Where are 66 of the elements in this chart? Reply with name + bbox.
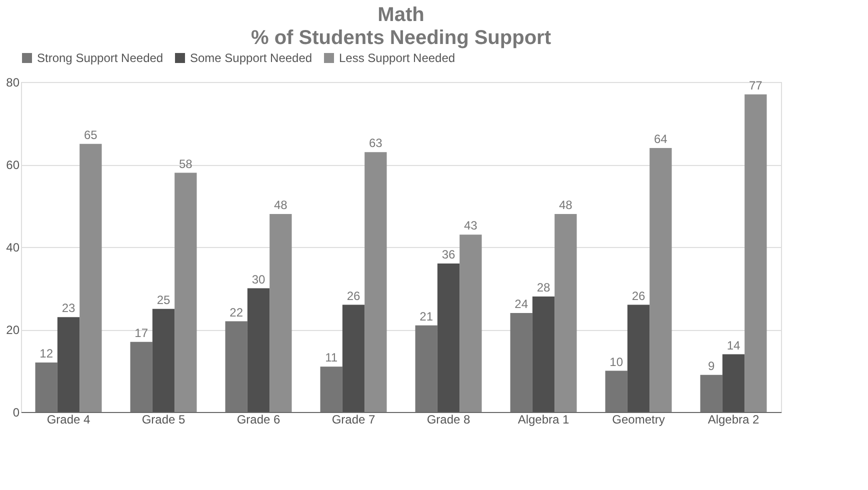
bar: [247, 288, 270, 412]
data-label: 43: [464, 218, 478, 233]
legend-label: Less Support Needed: [339, 51, 456, 65]
bar: [415, 325, 438, 412]
data-label: 21: [420, 309, 434, 324]
bar: [532, 296, 555, 412]
y-tick-label: 60: [6, 158, 20, 172]
bar: [460, 234, 482, 412]
bar: [152, 308, 175, 412]
data-label: 64: [654, 132, 668, 146]
data-label: 26: [632, 288, 646, 303]
y-tick-label: 0: [12, 406, 20, 420]
bar: [700, 374, 722, 412]
data-label: 25: [156, 292, 170, 307]
bar: [554, 214, 577, 412]
data-label: 26: [346, 288, 360, 303]
bar: [270, 214, 292, 412]
chart-title: Math: [378, 4, 424, 26]
bar: [80, 144, 102, 412]
data-label: 12: [40, 346, 54, 360]
bar: [605, 370, 628, 412]
x-tick-label: Grade 5: [142, 412, 186, 426]
data-label: 11: [325, 350, 338, 365]
bar: [510, 313, 532, 412]
data-label: 48: [274, 198, 288, 212]
y-tick-label: 80: [6, 76, 20, 90]
bar: [650, 148, 672, 412]
x-tick-label: Grade 7: [332, 412, 376, 426]
data-label: 14: [726, 338, 740, 352]
bar: [35, 362, 58, 412]
data-label: 63: [368, 136, 383, 150]
data-label: 65: [84, 128, 98, 142]
bar: [722, 354, 745, 412]
x-tick-label: Geometry: [612, 412, 665, 426]
bar: [364, 152, 387, 412]
chart-subtitle: % of Students Needing Support: [251, 27, 552, 49]
x-tick-label: Algebra 1: [518, 412, 570, 426]
data-label: 48: [558, 198, 573, 212]
data-label: 22: [230, 305, 244, 320]
data-label: 30: [252, 272, 266, 286]
bar: [174, 172, 197, 412]
data-label: 9: [708, 358, 715, 373]
data-label: 17: [134, 326, 148, 340]
data-label: 10: [610, 354, 624, 369]
data-label: 36: [442, 248, 456, 262]
bar: [225, 321, 248, 412]
legend-label: Some Support Needed: [190, 51, 312, 65]
bar: [57, 317, 80, 412]
legend-label: Strong Support Needed: [37, 51, 164, 65]
y-tick-label: 40: [6, 240, 20, 254]
bar: [130, 342, 152, 412]
data-label: 24: [514, 297, 528, 311]
y-tick-label: 20: [6, 323, 20, 337]
bar: [744, 94, 767, 412]
bar: [627, 304, 650, 412]
bar: [342, 304, 365, 412]
x-tick-label: Grade 6: [236, 412, 281, 426]
x-tick-label: Grade 8: [426, 412, 471, 426]
bar: [320, 366, 342, 412]
x-tick-label: Grade 4: [46, 412, 91, 426]
x-tick-label: Algebra 2: [708, 412, 760, 426]
data-label: 58: [178, 156, 193, 171]
data-label: 23: [62, 301, 76, 316]
data-label: 28: [536, 280, 550, 294]
data-label: 77: [748, 78, 763, 92]
bar: [437, 264, 460, 412]
